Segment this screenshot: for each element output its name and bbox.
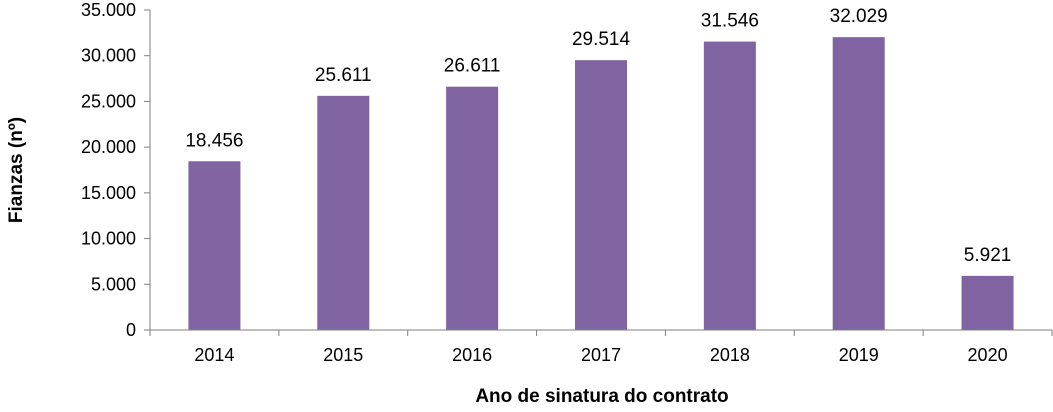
y-axis-title: Fianzas (nº) [6, 117, 27, 223]
y-tick-label: 20.000 [81, 137, 136, 157]
bar-2017 [575, 60, 627, 330]
data-label: 26.611 [444, 56, 501, 77]
bar-layer [188, 37, 1014, 331]
y-axis-title-group: Fianzas (nº) [6, 117, 27, 223]
data-label: 31.546 [701, 11, 759, 32]
x-tick-label: 2015 [323, 345, 363, 365]
y-tick-label: 35.000 [81, 0, 136, 20]
x-tick-label: 2016 [452, 345, 492, 365]
bar-2018 [703, 41, 756, 330]
bar-2014 [188, 161, 241, 330]
bar-2016 [446, 86, 499, 330]
data-label: 29.514 [572, 29, 631, 50]
x-tick-label: 2018 [710, 345, 750, 365]
y-tick-label: 10.000 [81, 229, 136, 249]
x-axis-title: Ano de sinatura do contrato [475, 386, 728, 407]
x-tick-label: 2020 [968, 345, 1008, 365]
y-tick-label: 25.000 [81, 91, 136, 111]
data-label: 5.921 [964, 245, 1012, 266]
data-label-layer: 18.456 25.611 26.611 29.514 31.546 32.029 5.92… [185, 6, 1011, 266]
x-tick-label: 2014 [194, 345, 234, 365]
data-label: 18.456 [185, 130, 243, 151]
y-tick-label: 15.000 [81, 183, 136, 203]
y-tick-layer: 0 5.000 10.000 15.000 20.000 25.000 30.000 35.0… [81, 0, 150, 340]
y-tick-label: 0 [126, 320, 136, 340]
x-tick-layer: 2014 2015 2016 2017 2018 2019 2020 [149, 330, 1053, 365]
data-label: 25.611 [315, 65, 372, 86]
x-tick-label: 2017 [581, 345, 621, 365]
y-tick-label: 30.000 [81, 46, 136, 66]
bar-2020 [961, 275, 1014, 330]
y-tick-label: 5.000 [91, 274, 136, 294]
data-label: 32.029 [830, 6, 888, 27]
bar-2019 [832, 37, 885, 331]
bar-2015 [317, 95, 370, 330]
x-tick-label: 2019 [839, 345, 879, 365]
